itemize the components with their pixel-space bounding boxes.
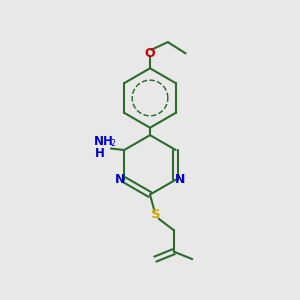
Text: S: S xyxy=(151,208,161,221)
Text: $_2$: $_2$ xyxy=(110,138,116,150)
Text: H: H xyxy=(95,147,105,161)
Text: NH: NH xyxy=(94,136,113,148)
Text: N: N xyxy=(115,173,125,186)
Text: N: N xyxy=(175,173,185,186)
Text: O: O xyxy=(145,47,155,60)
